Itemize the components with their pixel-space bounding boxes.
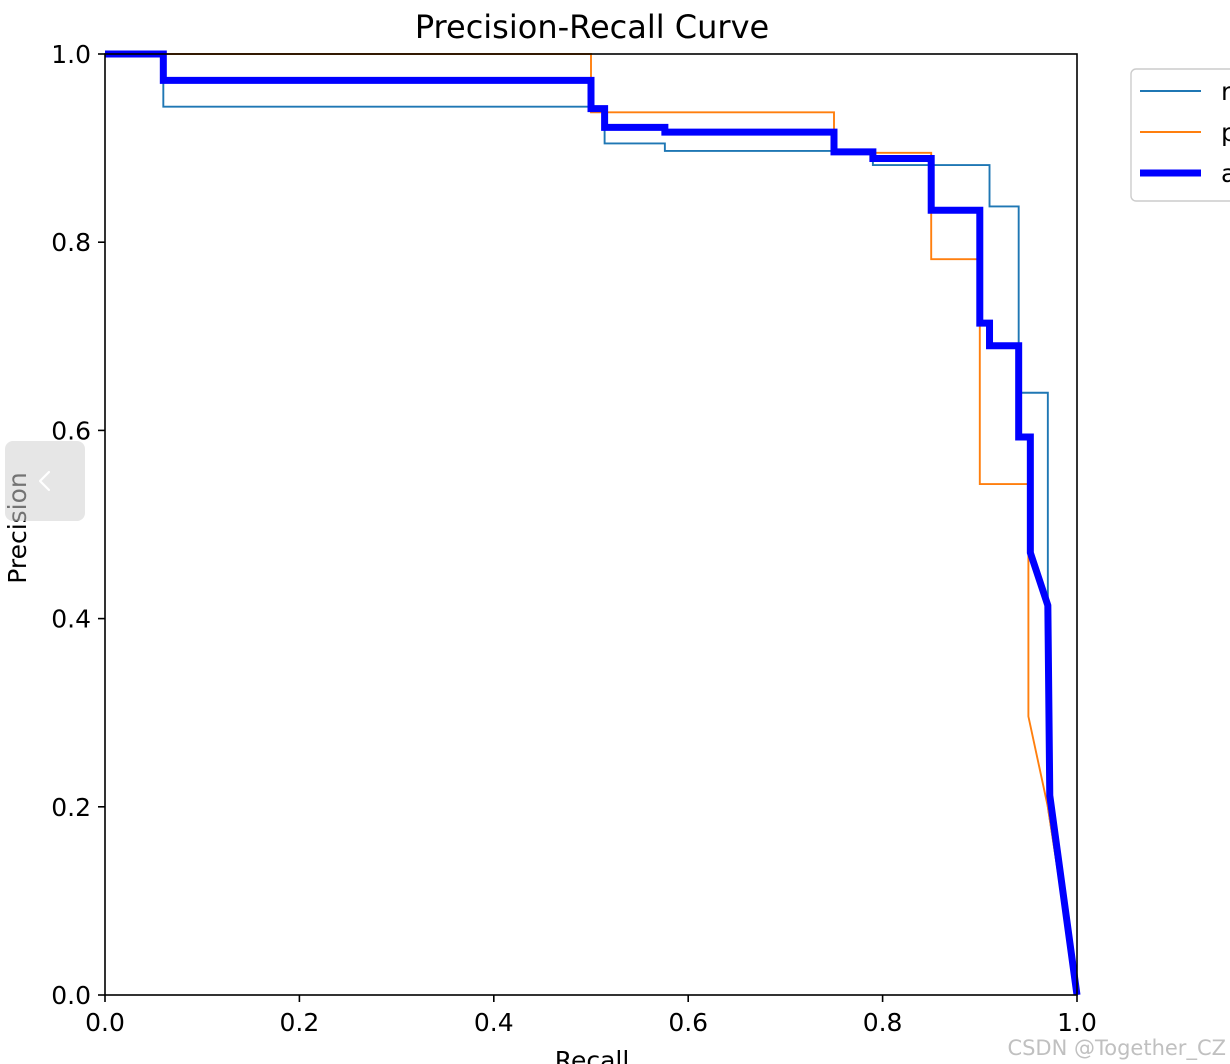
legend-label-p: p: [1221, 118, 1230, 147]
y-tick-label: 0.6: [51, 416, 91, 445]
y-tick-label: 1.0: [51, 40, 91, 69]
x-tick-label: 0.6: [668, 1008, 708, 1037]
x-tick-label: 0.8: [863, 1008, 903, 1037]
plot-frame: [104, 53, 1078, 996]
x-axis-title: Recall: [555, 1046, 630, 1064]
y-tick-label: 0.4: [51, 605, 91, 634]
legend: npa: [1130, 68, 1230, 202]
x-tick-label: 0.2: [280, 1008, 320, 1037]
watermark: CSDN @Together_CZ: [1007, 1036, 1226, 1060]
chart-title: Precision-Recall Curve: [415, 8, 769, 46]
x-tick-label: 0.4: [474, 1008, 514, 1037]
y-tick-label: 0.0: [51, 981, 91, 1010]
legend-label-a: a: [1221, 159, 1230, 188]
plot-area: 0.0 0.2 0.4 0.6 0.8 1.0 0.0 0.2 0.4 0.6 0.8 1.0: [51, 40, 1097, 1037]
y-tick-label: 0.2: [51, 793, 91, 822]
x-tick-label: 1.0: [1057, 1008, 1097, 1037]
chevron-left-icon: [38, 470, 51, 492]
series-lines: [105, 50, 1081, 996]
legend-box: [1130, 68, 1230, 202]
y-tick-label: 0.8: [51, 228, 91, 257]
legend-label-n: n: [1221, 77, 1230, 106]
series-line-a: [105, 50, 1081, 996]
x-tick-label: 0.0: [85, 1008, 125, 1037]
previous-slide-button[interactable]: [5, 441, 85, 521]
series-line-p: [105, 53, 1078, 996]
